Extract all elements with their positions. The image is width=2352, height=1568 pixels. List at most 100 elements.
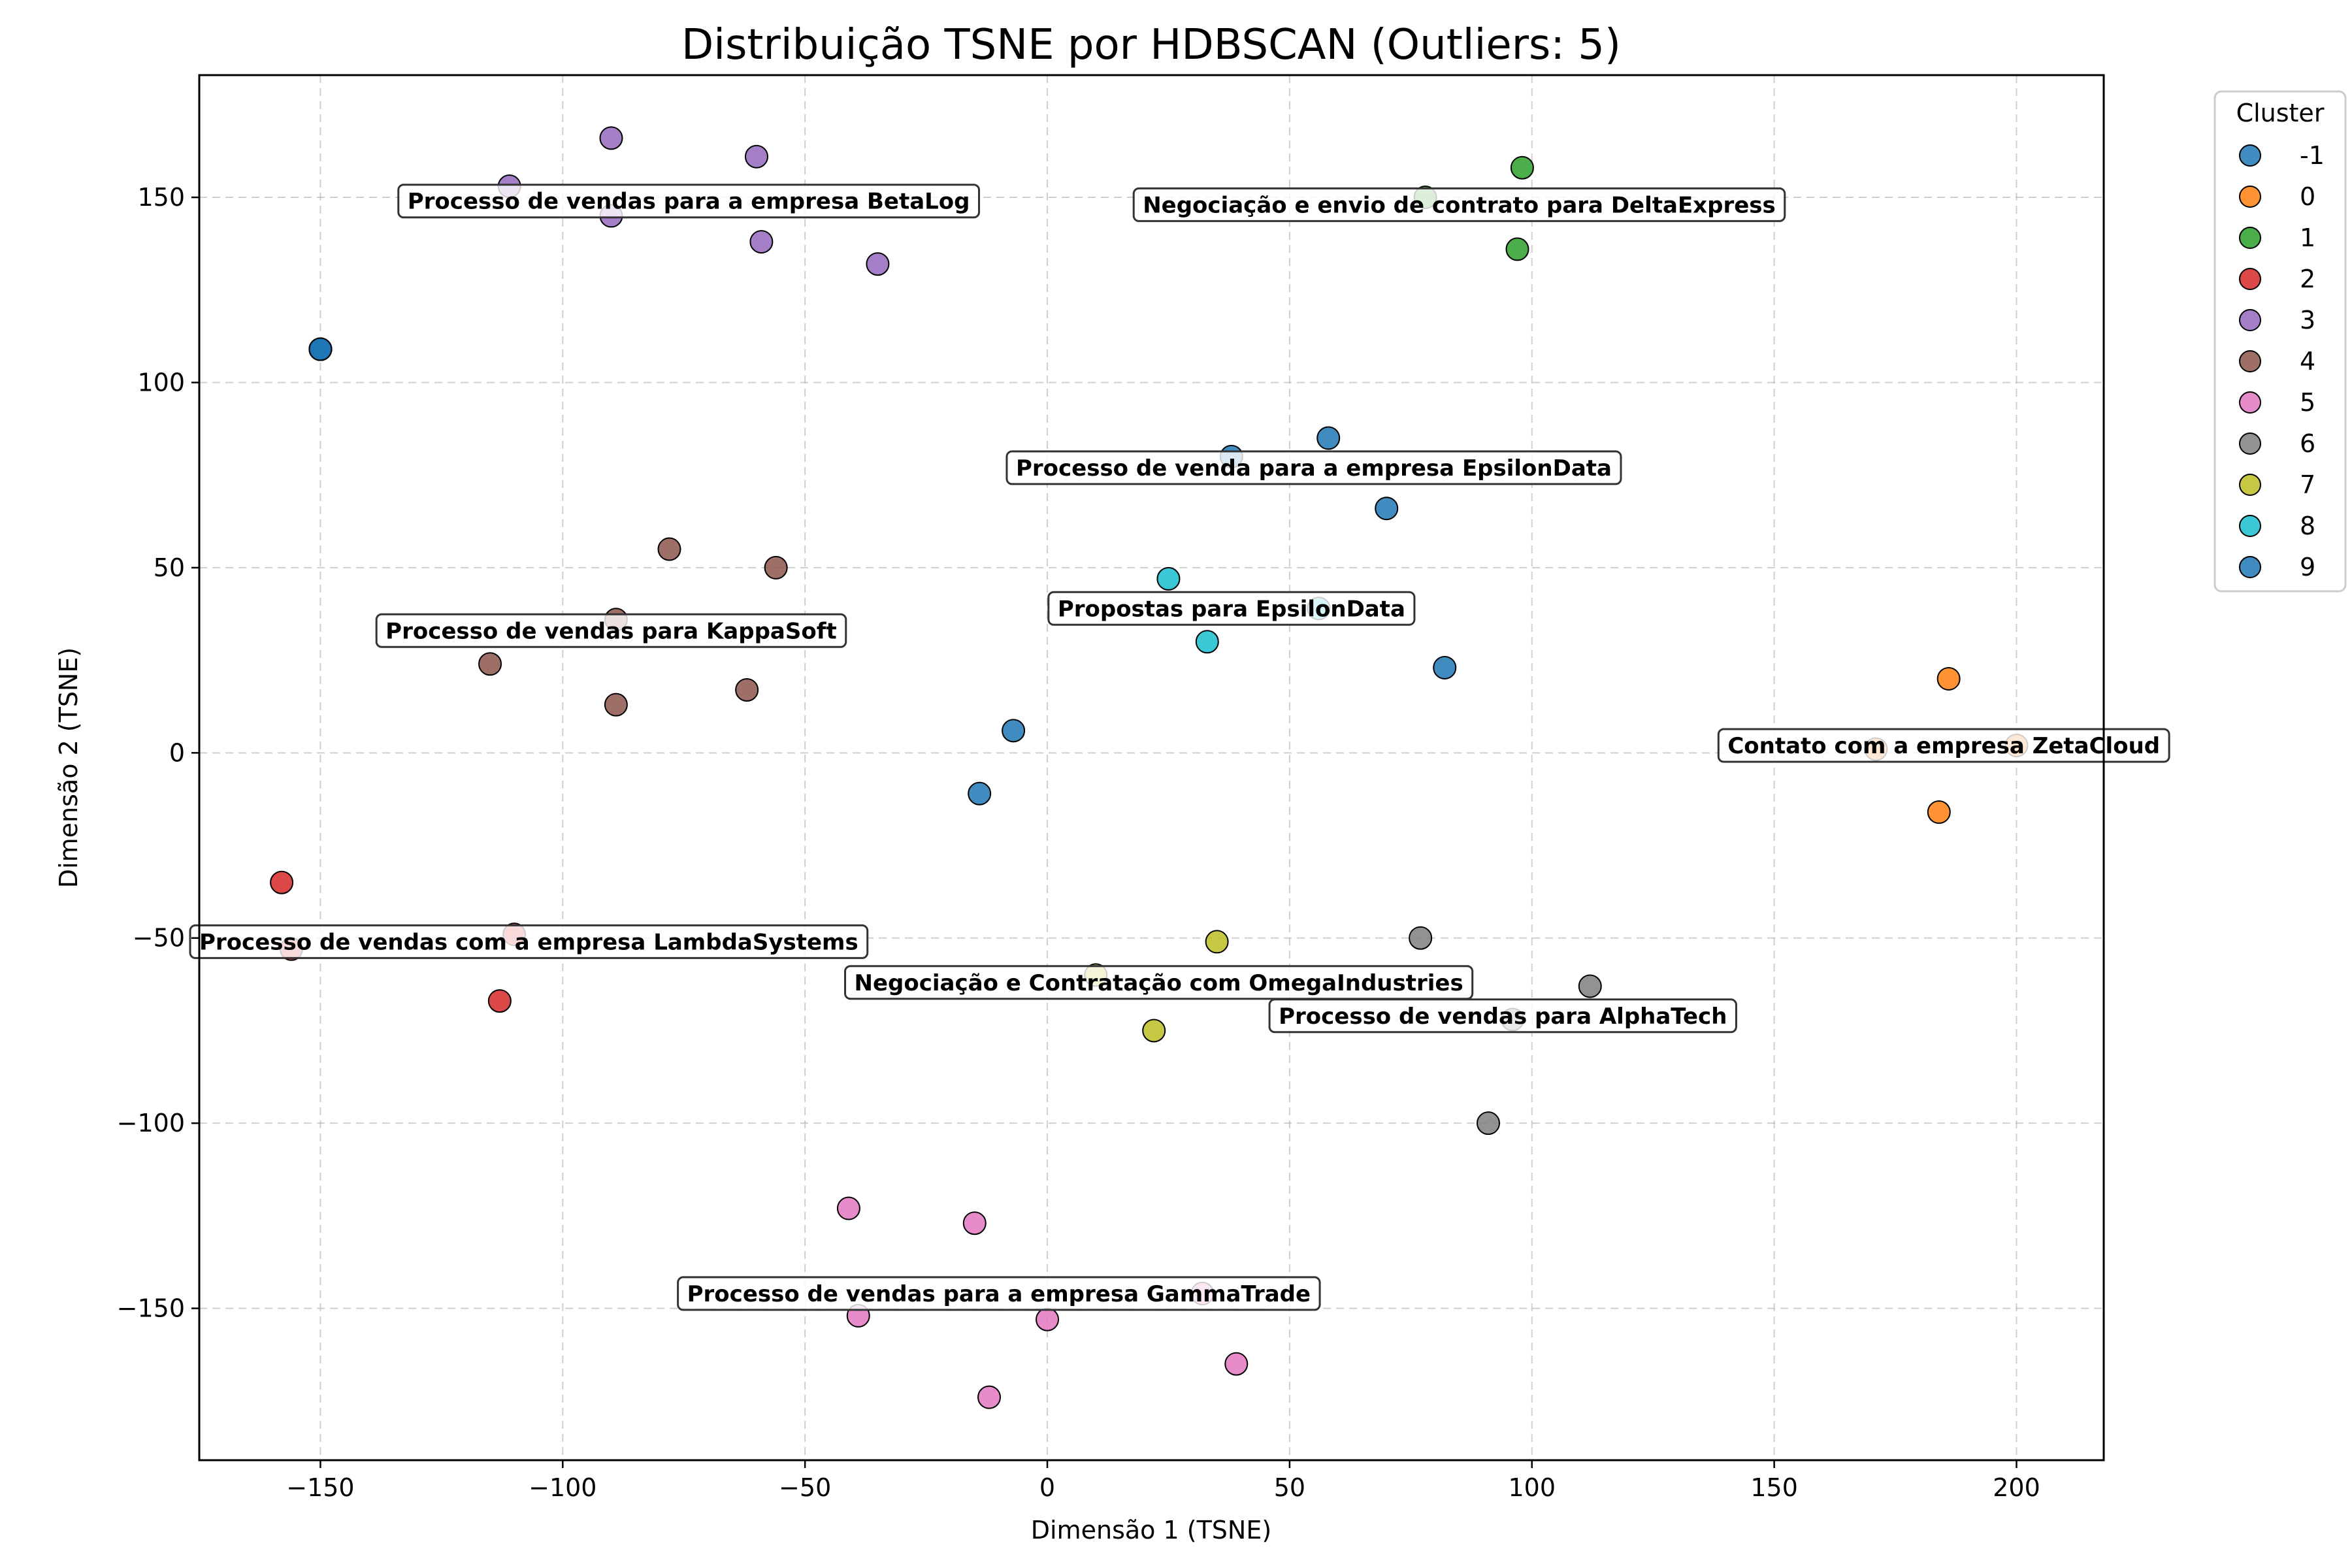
annotation-text: Processo de venda para a empresa Epsilon… — [1016, 455, 1612, 482]
legend-label-cluster-3: 3 — [2300, 306, 2315, 335]
annotation-box — [844, 965, 1474, 1000]
scatter-point-cluster-6 — [1477, 1111, 1501, 1135]
annotation-text: Processo de vendas para KappaSoft — [385, 618, 837, 644]
legend-label-cluster--1: -1 — [2300, 141, 2325, 170]
x-tick-label: −50 — [779, 1473, 831, 1502]
scatter-point-cluster--1 — [308, 337, 333, 361]
annotation-label: Processo de vendas para AlphaTech — [1268, 998, 1737, 1034]
scatter-point-cluster-9 — [1433, 655, 1457, 679]
annotation-text: Negociação e envio de contrato para Delt… — [1143, 192, 1776, 218]
scatter-point-cluster-1 — [1510, 155, 1534, 180]
scatter-point-cluster-4 — [604, 693, 628, 717]
scatter-point-cluster-5 — [1036, 1307, 1060, 1331]
legend-label-cluster-9: 9 — [2300, 553, 2315, 581]
x-tick-label: −100 — [529, 1473, 596, 1502]
legend-marker-cluster-1 — [2239, 227, 2261, 249]
annotation-box — [397, 184, 981, 219]
annotation-box — [677, 1276, 1321, 1311]
legend-label-cluster-8: 8 — [2300, 512, 2315, 540]
scatter-point-cluster-6 — [1578, 974, 1602, 998]
scatter-point-cluster-3 — [866, 252, 890, 276]
x-tick-label: 200 — [1993, 1473, 2040, 1502]
annotation-label: Negociação e envio de contrato para Delt… — [1132, 187, 1786, 222]
x-tick-label: 50 — [1274, 1473, 1305, 1502]
x-tick-label: −150 — [286, 1473, 354, 1502]
legend-marker-cluster-7 — [2239, 474, 2261, 496]
legend-marker-cluster-2 — [2239, 268, 2261, 290]
annotation-box — [1132, 187, 1786, 222]
annotation-text: Propostas para EpsilonData — [1058, 596, 1405, 622]
chart-title: Distribuição TSNE por HDBSCAN (Outliers:… — [681, 21, 1621, 69]
annotation-label: Processo de vendas para a empresa GammaT… — [677, 1276, 1321, 1311]
legend-marker-cluster-0 — [2239, 186, 2261, 208]
annotation-text: Processo de vendas com a empresa LambdaS… — [199, 929, 858, 955]
y-axis-label: Dimensão 2 (TSNE) — [54, 647, 83, 888]
scatter-point-cluster-3 — [599, 126, 623, 150]
scatter-point-cluster-5 — [836, 1196, 860, 1220]
legend-title: Cluster — [2236, 99, 2325, 127]
legend-label-cluster-2: 2 — [2300, 265, 2315, 293]
legend-marker-cluster-4 — [2239, 350, 2261, 372]
grid-layer — [199, 75, 2104, 1460]
scatter-point-cluster-9 — [968, 781, 992, 806]
legend-marker-cluster-8 — [2239, 515, 2261, 537]
legend-marker-cluster-6 — [2239, 433, 2261, 455]
scatter-point-cluster-0 — [1927, 800, 1951, 825]
scatter-point-cluster-7 — [1142, 1019, 1166, 1043]
annotation-label: Processo de vendas com a empresa LambdaS… — [189, 924, 869, 959]
scatter-point-cluster-7 — [1205, 930, 1229, 954]
scatter-point-cluster-4 — [735, 678, 759, 702]
annotation-text: Processo de vendas para a empresa BetaLo… — [408, 189, 970, 215]
ticks-layer: −150 −100 −50 0 50 100 150 200 −150 −100 −50 0 50 100… — [117, 183, 2040, 1502]
legend-items: -1 0 1 2 3 4 5 6 7 8 9 — [2239, 141, 2325, 581]
x-tick-label: 100 — [1508, 1473, 1556, 1502]
scatter-point-cluster-4 — [657, 537, 681, 561]
plot-frame — [198, 74, 2105, 1462]
annotation-label: Propostas para EpsilonData — [1047, 591, 1416, 626]
y-tick-label: 100 — [137, 368, 185, 397]
points-layer — [270, 126, 2029, 1409]
legend: Cluster -1 0 1 2 3 4 5 6 7 8 9 — [2213, 90, 2347, 593]
annotation-box — [1717, 728, 2170, 763]
scatter-point-cluster-4 — [478, 652, 502, 676]
legend-marker-cluster-9 — [2239, 556, 2261, 578]
scatter-point-cluster-9 — [1375, 497, 1399, 521]
scatter-point-cluster-5 — [1224, 1352, 1249, 1376]
y-tick-label: 0 — [169, 738, 185, 767]
annotation-box — [1047, 591, 1416, 626]
x-tick-label: 0 — [1039, 1473, 1055, 1502]
legend-marker-cluster-5 — [2239, 391, 2261, 414]
annotation-label: Negociação e Contratação com OmegaIndust… — [844, 965, 1474, 1000]
scatter-point-cluster-5 — [977, 1385, 1002, 1409]
legend-label-cluster-5: 5 — [2300, 388, 2315, 417]
annotation-box — [1005, 450, 1622, 485]
annotation-text: Negociação e Contratação com OmegaIndust… — [855, 970, 1463, 996]
scatter-point-cluster-8 — [1195, 630, 1219, 654]
annotation-label: Processo de vendas para a empresa BetaLo… — [397, 184, 981, 219]
annotation-text: Processo de vendas para AlphaTech — [1279, 1004, 1727, 1030]
scatter-point-cluster-2 — [270, 870, 294, 894]
y-tick-label: −150 — [117, 1294, 185, 1323]
scatter-point-cluster-6 — [1409, 926, 1433, 950]
annotation-label: Processo de venda para a empresa Epsilon… — [1005, 450, 1622, 485]
scatter-point-cluster-0 — [1936, 666, 1961, 691]
annotation-label: Processo de vendas para KappaSoft — [375, 613, 847, 648]
scatter-point-cluster-3 — [744, 144, 768, 169]
annotation-box — [189, 924, 869, 959]
scatter-point-cluster-9 — [1316, 426, 1341, 450]
scatter-point-cluster-3 — [749, 230, 774, 254]
legend-label-cluster-7: 7 — [2300, 470, 2315, 499]
scatter-point-cluster-1 — [1505, 237, 1529, 261]
legend-label-cluster-1: 1 — [2300, 223, 2315, 252]
scatter-point-cluster-4 — [764, 555, 788, 580]
scatter-point-cluster-8 — [1156, 566, 1181, 591]
annotation-box — [1268, 998, 1737, 1034]
legend-label-cluster-0: 0 — [2300, 182, 2315, 211]
scatter-point-cluster-9 — [1002, 719, 1026, 743]
legend-marker-cluster-3 — [2239, 309, 2261, 331]
x-axis-label: Dimensão 1 (TSNE) — [1031, 1516, 1271, 1544]
annotation-layer: Processo de vendas para a empresa BetaLo… — [189, 184, 2170, 1311]
annotation-text: Processo de vendas para a empresa GammaT… — [687, 1281, 1311, 1307]
y-tick-label: 50 — [154, 553, 185, 582]
